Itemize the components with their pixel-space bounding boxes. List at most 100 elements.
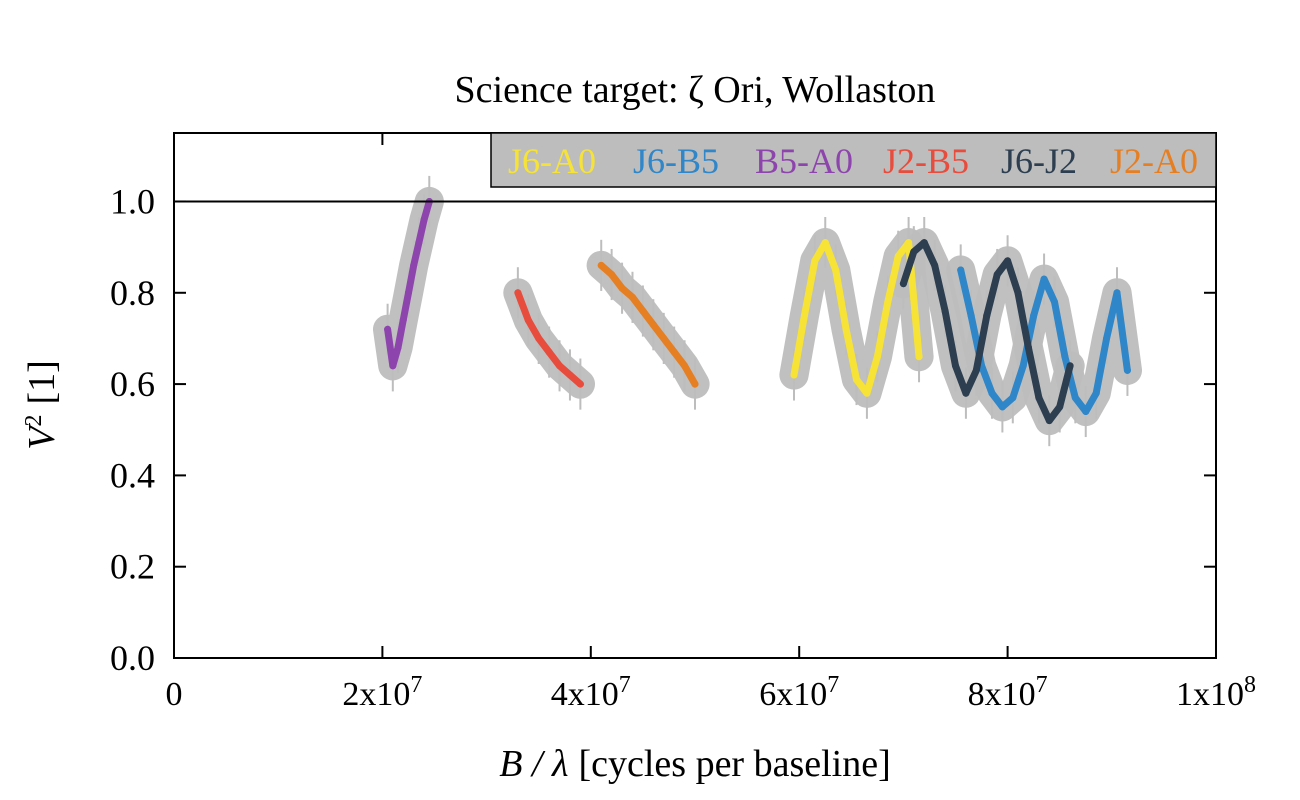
chart-title: Science target: ζ Ori, Wollaston [455,69,936,111]
data-point [800,312,808,320]
data-point [649,321,657,329]
data-point [566,371,574,379]
data-point [1066,362,1074,370]
data-point [967,312,975,320]
x-tick-label-base: 1x10 [1176,676,1244,713]
data-point [832,266,840,274]
data-point [863,389,871,397]
data-point [1050,298,1058,306]
data-point [894,252,902,260]
data-point [597,261,605,269]
data-point [1071,394,1079,402]
x-tick-label-base: 6x10 [759,676,827,713]
data-point [681,362,689,370]
data-point [821,239,829,247]
x-axis-ticks: 0 2x107 4x107 6x107 8x107 1x108 [166,133,1256,713]
data-point [1014,289,1022,297]
data-point [420,216,428,224]
data-point [905,239,913,247]
data-point [1024,344,1032,352]
x-axis-label-symbol: B / λ [499,743,568,785]
data-point [1103,334,1111,342]
data-point [556,362,564,370]
x-tick-label-exponent: 7 [1036,672,1048,698]
x-tick-label-exponent: 7 [410,672,422,698]
data-point [618,284,626,292]
x-tick-label-base: 2x10 [342,676,410,713]
data-point [394,344,402,352]
data-point [639,307,647,315]
data-point [988,389,996,397]
data-point [660,334,668,342]
legend-entry: J2-B5 [883,141,969,181]
x-tick-label-exponent: 7 [619,672,631,698]
data-point [1045,417,1053,425]
data-point [884,298,892,306]
x-tick-label: 2x107 [342,672,422,713]
data-point [691,380,699,388]
x-tick-label-base: 0 [166,676,183,713]
data-point [842,325,850,333]
data-point [993,271,1001,279]
data-point [545,348,553,356]
data-point [384,325,392,333]
data-point [1123,366,1131,374]
data-point [811,257,819,265]
data-point [576,380,584,388]
y-tick-label: 0.8 [110,273,155,313]
y-tick-label: 0.0 [110,638,155,678]
y-tick-label: 0.2 [110,547,155,587]
data-point [962,389,970,397]
y-axis-label-superscript: 2 [21,415,47,427]
legend-entry: B5-A0 [755,141,853,181]
data-point [1092,389,1100,397]
data-point [920,239,928,247]
data-point [931,261,939,269]
legend: J6-A0 J6-B5 B5-A0 J2-B5 J6-J2 J2-A0 [490,132,1217,188]
data-point [910,248,918,256]
x-tick-label-base: 8x10 [968,676,1036,713]
data-point [1061,353,1069,361]
series-line [597,261,699,388]
y-axis-label: V2 [1] [21,360,63,450]
data-point [899,280,907,288]
data-point [1056,403,1064,411]
x-tick-label-exponent: 7 [827,672,839,698]
data-point [952,362,959,370]
data-point [983,312,991,320]
data-point [608,271,616,279]
data-point [1035,394,1043,402]
data-point [853,376,861,384]
data-point [404,289,412,297]
x-axis-label: B / λ [cycles per baseline] [499,743,891,785]
data-point [1040,275,1048,283]
y-axis-ticks: 0.0 0.2 0.4 0.6 0.8 1.0 [110,181,1216,678]
data-point [790,371,798,379]
data-point [1082,407,1090,415]
x-axis-label-unit: [cycles per baseline] [578,743,890,785]
y-tick-label: 0.6 [110,364,155,404]
y-tick-label: 0.4 [110,455,155,495]
data-point [524,316,532,324]
y-axis-label-unit: [1] [21,360,63,404]
data-point [399,316,407,324]
x-tick-label-base: 4x10 [551,676,619,713]
legend-entry: J2-A0 [1110,141,1198,181]
data-point [535,334,543,342]
x-tick-label: 1x108 [1176,672,1256,713]
data-point [410,261,418,269]
x-tick-label: 6x107 [759,672,839,713]
x-tick-label: 0 [166,676,183,713]
data-point [389,362,397,370]
legend-entry: J6-J2 [1001,141,1077,181]
x-tick-label: 4x107 [551,672,631,713]
legend-box [490,132,1217,188]
data-point [915,353,923,361]
data-point [628,293,636,301]
data-point [1019,362,1027,370]
data-point [873,353,881,361]
y-tick-label: 1.0 [110,181,155,221]
data-point [415,239,423,247]
data-point [1113,289,1121,297]
